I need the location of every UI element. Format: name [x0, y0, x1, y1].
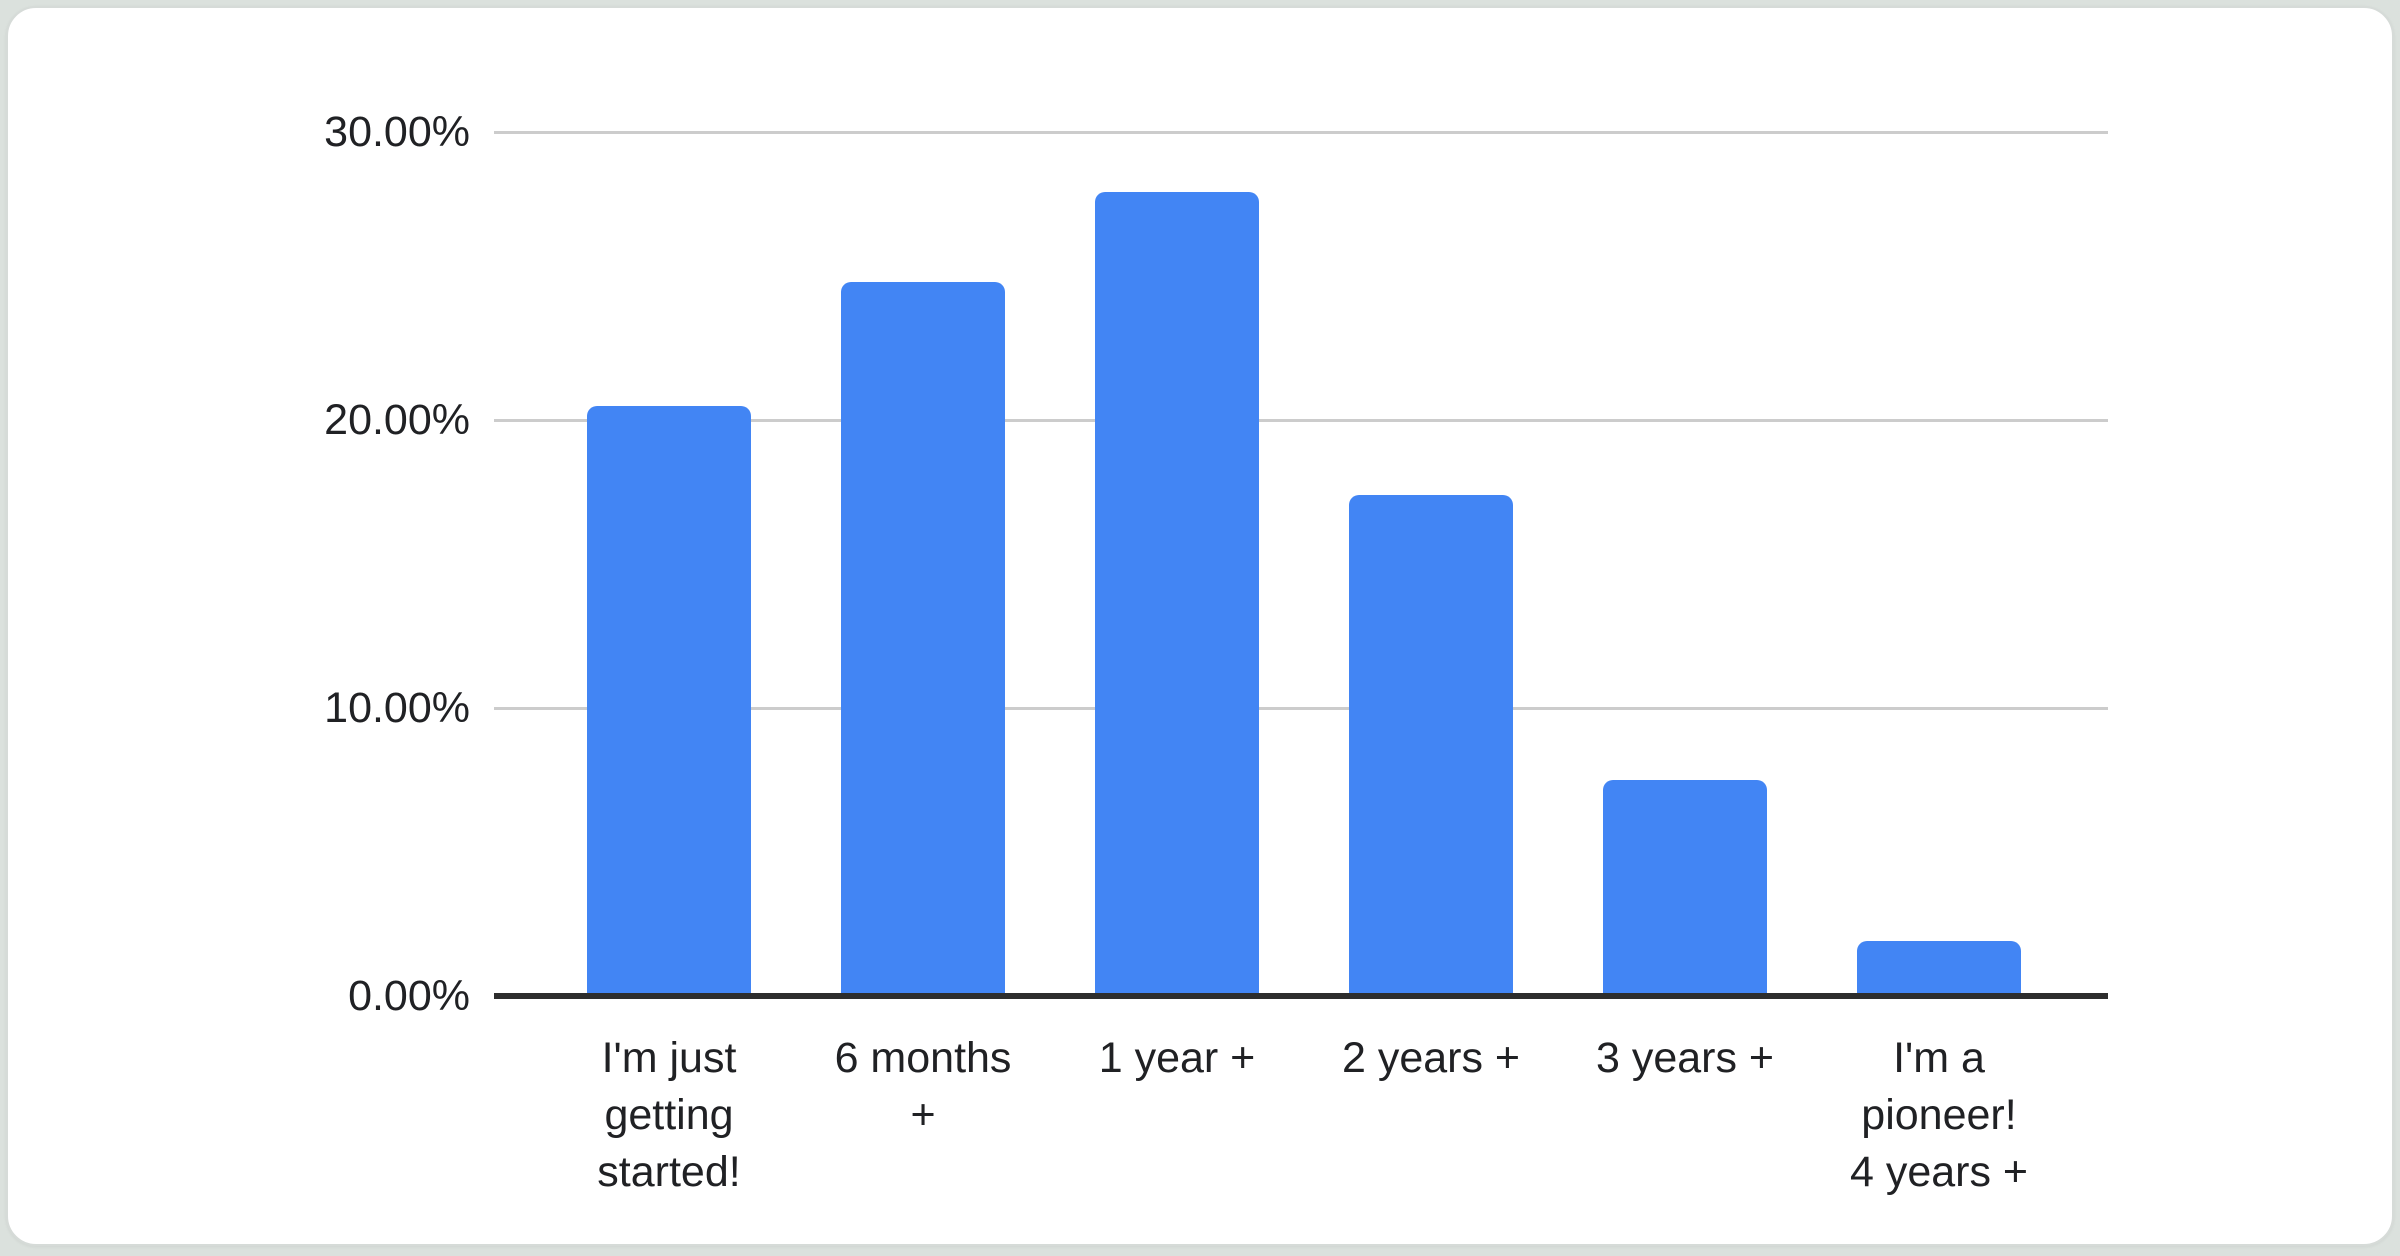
x-axis-label-line: 4 years +: [1849, 1148, 2029, 1196]
x-axis-category-label: 2 years +: [1221, 1030, 1641, 1087]
plot-area: 30.00% 20.00% 10.00% 0.00% I'm just getting st…: [8, 8, 2392, 1244]
x-axis-label-line: +: [910, 1091, 936, 1139]
gridline-10: [494, 706, 2108, 710]
y-axis-tick-label: 30.00%: [324, 108, 470, 156]
x-axis-label-line: I'm just: [601, 1034, 737, 1082]
x-axis-category-label: I'm just getting started!: [459, 1030, 879, 1201]
x-axis-label-line: started!: [597, 1148, 741, 1196]
x-axis-label-line: 2 years +: [1341, 1034, 1521, 1082]
y-axis-tick-label: 0.00%: [348, 972, 470, 1020]
y-axis-tick-label: 10.00%: [324, 684, 470, 732]
gridline-20: [494, 418, 2108, 422]
x-axis-line: [494, 993, 2108, 999]
x-axis-label-line: 1 year +: [1098, 1034, 1256, 1082]
chart-card: 30.00% 20.00% 10.00% 0.00% I'm just getting st…: [6, 6, 2394, 1246]
bar-1[interactable]: [587, 406, 751, 996]
x-axis-label-line: 3 years +: [1595, 1034, 1775, 1082]
x-axis-category-label: I'm a pioneer! 4 years +: [1729, 1030, 2149, 1201]
x-axis-label-line: 6 months: [834, 1034, 1012, 1082]
y-axis-tick-label: 20.00%: [324, 396, 470, 444]
gridline-30: [494, 130, 2108, 134]
bar-2[interactable]: [841, 282, 1005, 996]
x-axis-label-line: getting: [604, 1091, 734, 1139]
x-axis-category-label: 6 months +: [713, 1030, 1133, 1144]
bar-3[interactable]: [1095, 192, 1259, 996]
x-axis-category-label: 1 year +: [967, 1030, 1387, 1087]
x-axis-label-line: pioneer!: [1861, 1091, 2017, 1139]
x-axis-label-line: I'm a: [1893, 1034, 1985, 1082]
bar-6[interactable]: [1857, 941, 2021, 996]
x-axis-category-label: 3 years +: [1475, 1030, 1895, 1087]
bar-5[interactable]: [1603, 780, 1767, 996]
bar-4[interactable]: [1349, 495, 1513, 996]
